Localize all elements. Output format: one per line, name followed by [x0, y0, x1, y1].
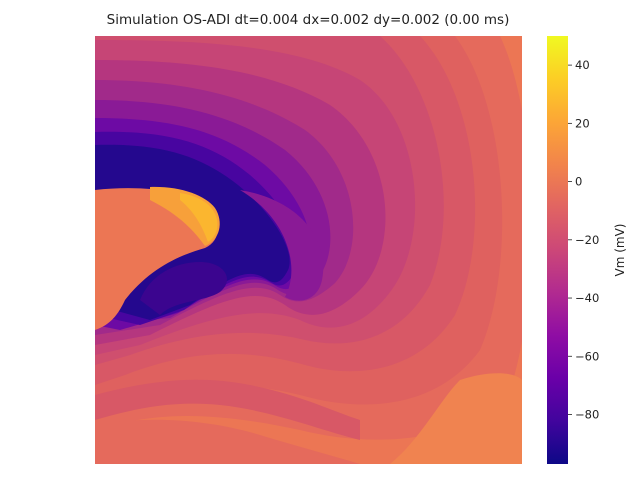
colorbar-tick-label: 20 [575, 116, 590, 130]
wave-band [240, 190, 324, 301]
wave-band [390, 373, 522, 464]
colorbar-ticks: 40 20 0 −20 −40 −60 −80 [568, 58, 599, 422]
colorbar-tick-label: −80 [575, 408, 599, 422]
colorbar-tick-label: −40 [575, 291, 599, 305]
colorbar [547, 36, 568, 464]
colorbar-tick-label: 0 [575, 175, 582, 189]
colorbar-tick-label: −20 [575, 233, 599, 247]
wave-band [95, 379, 360, 440]
colorbar-tick-label: −60 [575, 349, 599, 363]
chart-title: Simulation OS-ADI dt=0.004 dx=0.002 dy=0… [106, 12, 510, 28]
excitation-core [140, 262, 228, 315]
wavefront-tip [180, 193, 218, 242]
colorbar-label: Vm (mV) [613, 224, 627, 277]
heatmap-field [95, 36, 522, 464]
colorbar-tick-label: 40 [575, 58, 590, 72]
wave-band [95, 419, 360, 464]
